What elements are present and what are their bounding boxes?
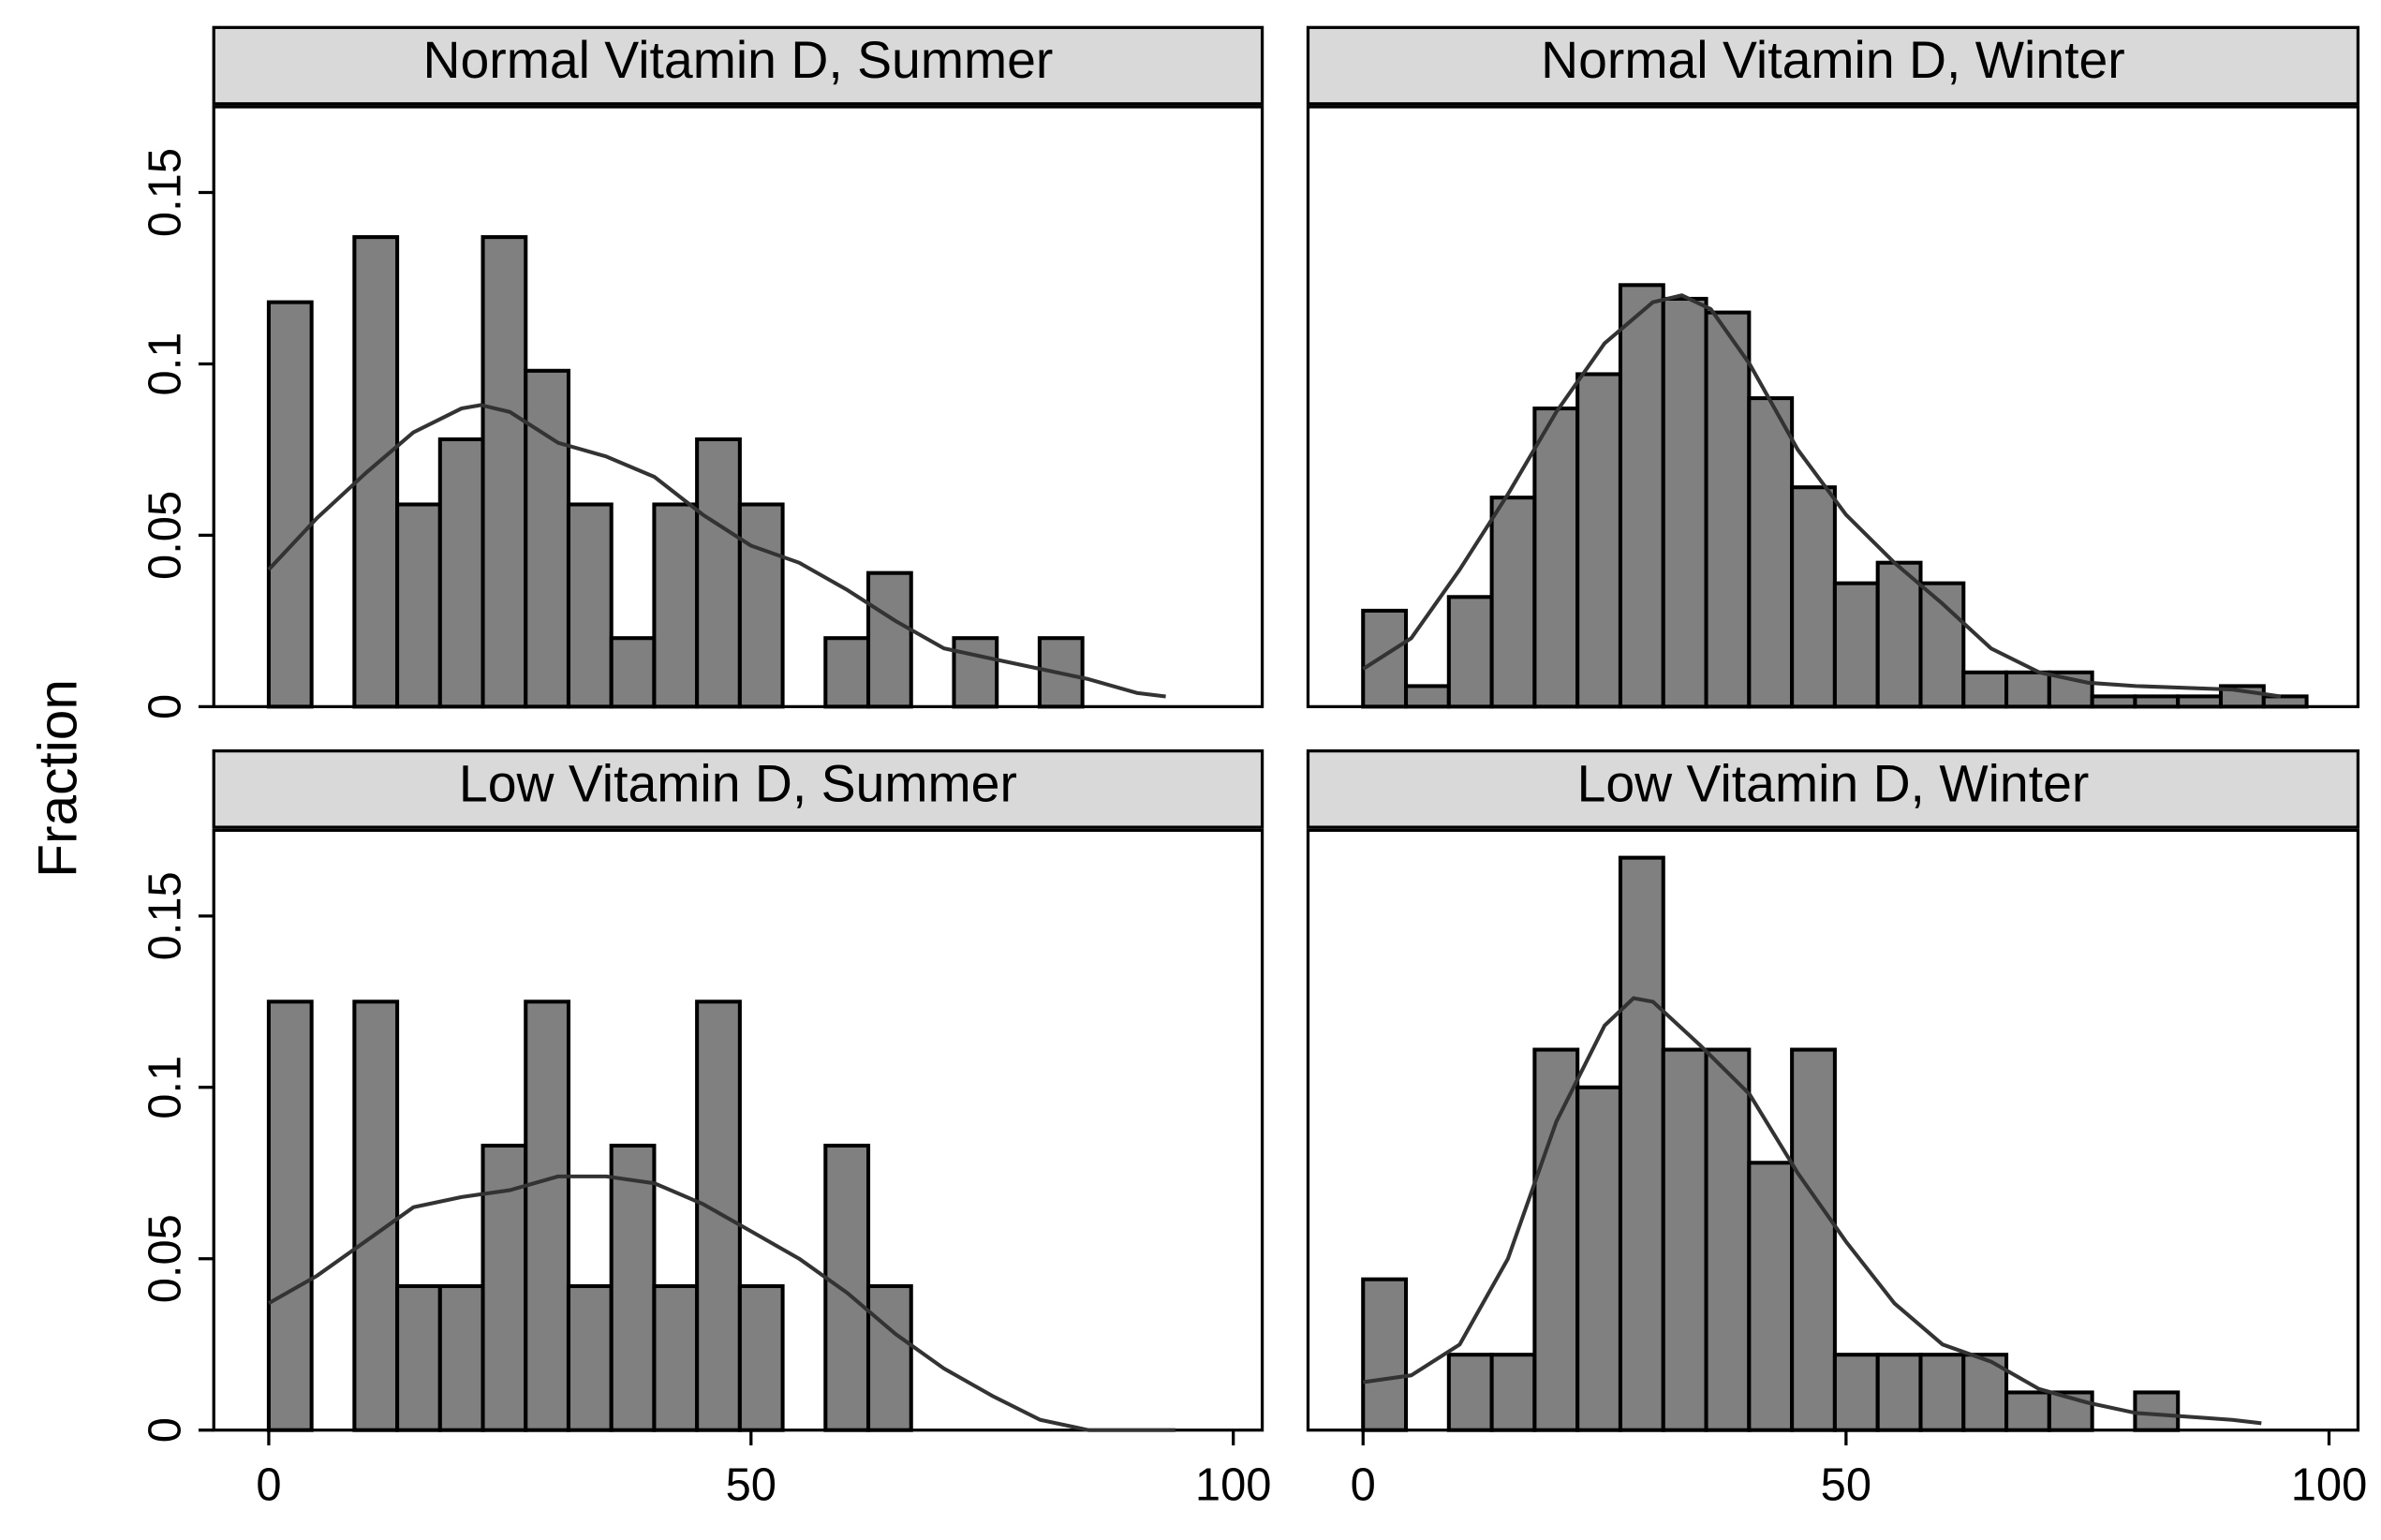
histogram-bar xyxy=(524,368,571,709)
histogram-bar xyxy=(437,1283,485,1432)
x-tick-label: 50 xyxy=(726,1460,776,1511)
histogram-bar xyxy=(1832,1353,1880,1432)
histogram-bar xyxy=(1361,1277,1409,1432)
histogram-bar xyxy=(352,1000,400,1432)
histogram-bar xyxy=(1489,496,1537,709)
histogram-bar xyxy=(266,300,314,709)
histogram-bar xyxy=(652,1283,700,1432)
histogram-bar xyxy=(1661,1047,1708,1432)
histogram-bar xyxy=(2176,694,2224,709)
y-tick-label: 0.1 xyxy=(140,333,190,396)
x-tick-label: 50 xyxy=(1821,1460,1871,1511)
histogram-bar xyxy=(566,1283,614,1432)
histogram-bar xyxy=(1661,296,1708,709)
histogram-bar xyxy=(566,502,614,709)
histogram-bar xyxy=(524,1000,571,1432)
histogram-bar xyxy=(2004,670,2051,709)
panel-1: Normal Vitamin D, Summer 0 0.05 0.1 0.15 xyxy=(140,25,1264,719)
y-tick-label: 0.05 xyxy=(140,1214,190,1303)
histogram-bar xyxy=(1704,1047,1752,1432)
histogram-bar xyxy=(395,502,442,709)
histogram-bar xyxy=(1575,1085,1623,1432)
histogram-bar xyxy=(823,636,871,709)
y-tick-label: 0.1 xyxy=(140,1056,190,1119)
histogram-bar xyxy=(609,1143,657,1432)
y-tick-label: 0.15 xyxy=(140,148,190,237)
panel-strip xyxy=(1306,749,2360,829)
histogram-bar xyxy=(652,502,700,709)
histogram-bar xyxy=(737,502,785,709)
histogram-bar xyxy=(1832,581,1880,709)
panel-title: Normal Vitamin D, Winter xyxy=(1541,31,2125,89)
density-curve xyxy=(267,403,1166,699)
histogram-bar xyxy=(481,235,528,709)
panel-strip xyxy=(212,25,1264,106)
histogram-bar xyxy=(2004,1390,2051,1432)
histogram-bar xyxy=(1918,581,1966,709)
panel-strip xyxy=(212,749,1264,829)
histogram-bar xyxy=(1532,407,1580,709)
panel-3: Low Vitamin D, Summer 0 0.05 0.1 0.15 0 50 100 xyxy=(140,749,1272,1511)
histogram-bar xyxy=(266,1000,314,1432)
histogram-bar xyxy=(1618,283,1665,709)
panel-title: Low Vitamin D, Winter xyxy=(1577,754,2090,812)
histogram-bar xyxy=(2261,694,2309,709)
histogram-bar xyxy=(395,1283,442,1432)
density-curve xyxy=(1362,293,2282,699)
histogram-bar xyxy=(1618,855,1665,1432)
histogram-bar xyxy=(1446,1353,1494,1432)
histogram-bar xyxy=(865,1283,913,1432)
histogram-bar xyxy=(737,1283,785,1432)
histogram-bar xyxy=(1790,1047,1837,1432)
y-tick-label: 0 xyxy=(140,1417,190,1443)
x-tick-label: 0 xyxy=(256,1460,281,1511)
histogram-bar xyxy=(352,235,400,709)
y-tick-label: 0 xyxy=(140,694,190,719)
panel-2: Normal Vitamin D, Winter xyxy=(1306,25,2360,709)
histogram-bar xyxy=(1875,1353,1923,1432)
histogram-bar xyxy=(1403,684,1451,709)
histogram-bar xyxy=(437,437,485,709)
histogram-bar xyxy=(1489,1353,1537,1432)
histogram-bar xyxy=(609,636,657,709)
panel-title: Normal Vitamin D, Summer xyxy=(422,31,1053,89)
histogram-bar xyxy=(695,1000,742,1432)
histogram-bar xyxy=(823,1143,871,1432)
histogram-bar xyxy=(1918,1353,1966,1432)
histogram-bar xyxy=(2090,694,2137,709)
histogram-bar xyxy=(865,570,913,709)
y-tick-label: 0.15 xyxy=(140,871,190,960)
density-curve xyxy=(267,1174,1176,1432)
x-tick-label: 100 xyxy=(2291,1460,2368,1511)
histogram-bar xyxy=(695,437,742,709)
histogram-bar xyxy=(2133,1390,2181,1432)
histogram-bar xyxy=(1532,1047,1580,1432)
x-tick-label: 0 xyxy=(1351,1460,1376,1511)
histogram-bar xyxy=(1704,310,1752,709)
histogram-bar xyxy=(1446,595,1494,709)
histogram-bar xyxy=(1361,608,1409,709)
histogram-bar xyxy=(1961,670,2009,709)
panel-title: Low Vitamin D, Summer xyxy=(459,754,1017,812)
histogram-bar xyxy=(2133,694,2181,709)
panel-4: Low Vitamin D, Winter 0 50 100 xyxy=(1306,749,2368,1511)
histogram-bar xyxy=(1747,1161,1795,1432)
histogram-bar xyxy=(1747,396,1795,709)
histogram-bar xyxy=(1790,485,1837,709)
y-axis-title: Fraction xyxy=(28,679,89,878)
histogram-bar xyxy=(1575,372,1623,709)
histogram-bar xyxy=(952,636,999,709)
histogram-bar xyxy=(1875,560,1923,709)
y-tick-label: 0.05 xyxy=(140,491,190,580)
density-curve xyxy=(1362,996,2262,1426)
panel-strip xyxy=(1306,25,2360,106)
x-tick-label: 100 xyxy=(1195,1460,1272,1511)
